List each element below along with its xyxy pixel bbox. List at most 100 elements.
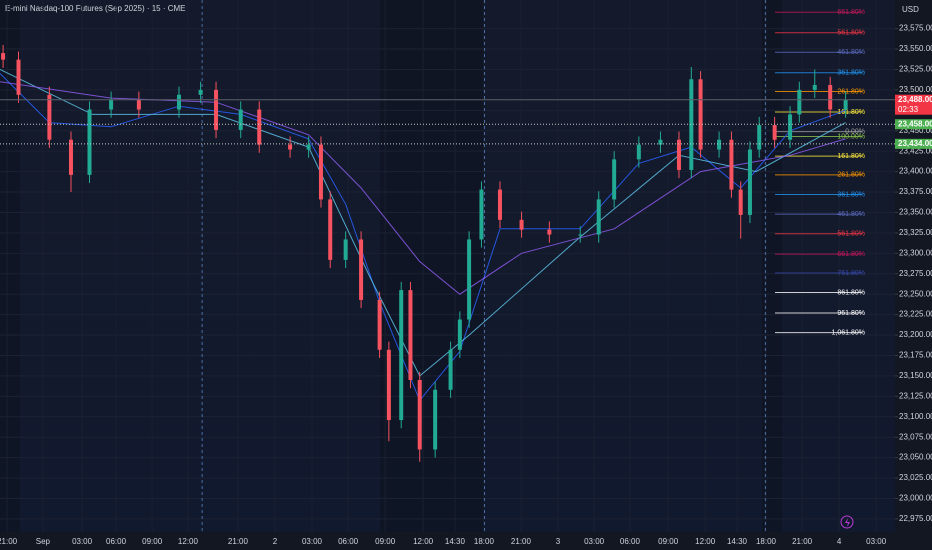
- candle-body: [467, 239, 472, 320]
- fib-label: 561.80%: [837, 231, 865, 238]
- x-tick-label: 06:00: [106, 537, 127, 546]
- fib-label: 561.80%: [837, 30, 865, 37]
- candle-body: [318, 144, 323, 200]
- x-tick-label: 3: [556, 537, 561, 546]
- candle-body: [812, 84, 817, 90]
- candle-body: [772, 125, 777, 140]
- fib-label: 261.80%: [837, 172, 865, 179]
- x-tick-label: 21:00: [792, 537, 813, 546]
- fib-label: 161.80%: [837, 109, 865, 116]
- candle-body: [676, 139, 681, 170]
- candle-body: [238, 109, 243, 130]
- candle-body: [578, 234, 583, 236]
- y-tick-label: 23,575.00: [899, 24, 932, 33]
- alert-icon[interactable]: [840, 515, 854, 529]
- x-tick-label: 12:00: [413, 537, 434, 546]
- candle-body: [843, 99, 848, 110]
- alert-bolt: [845, 518, 850, 527]
- x-tick-label: 21:00: [228, 537, 249, 546]
- candle-body: [457, 319, 462, 350]
- fib-label: 0.00%: [845, 128, 865, 135]
- x-tick-label: Sep: [36, 537, 51, 546]
- candle-body: [612, 159, 617, 200]
- candle-body: [16, 59, 21, 95]
- candle-body: [757, 125, 762, 150]
- y-tick-label: 23,375.00: [899, 187, 932, 196]
- y-tick-label: 23,500.00: [899, 85, 932, 94]
- candle-body: [797, 89, 802, 115]
- y-tick-label: 23,075.00: [899, 432, 932, 441]
- candle-body: [636, 144, 641, 160]
- fib-label: 261.80%: [837, 88, 865, 95]
- price-tag-label: 23,458.00: [898, 119, 932, 128]
- candle-body: [257, 109, 262, 145]
- fib-label: 361.80%: [837, 70, 865, 77]
- candle-body: [87, 109, 92, 175]
- y-tick-label: 23,150.00: [899, 371, 932, 380]
- candle-body: [596, 199, 601, 235]
- y-tick-label: 23,225.00: [899, 310, 932, 319]
- fib-label: 461.80%: [837, 49, 865, 56]
- candle-body: [288, 144, 293, 150]
- session-shade: [762, 0, 782, 532]
- candle-body: [747, 149, 752, 215]
- y-tick-label: 23,400.00: [899, 167, 932, 176]
- fib-label: 161.80%: [837, 153, 865, 160]
- x-tick-label: 12:00: [695, 537, 716, 546]
- x-tick-label: 03:00: [72, 537, 93, 546]
- x-tick-label: 06:00: [338, 537, 359, 546]
- x-tick-label: 14:30: [445, 537, 466, 546]
- x-tick-label: 18:00: [756, 537, 777, 546]
- candle-body: [828, 84, 833, 110]
- x-tick-label: 09:00: [658, 537, 679, 546]
- x-tick-label: 03:00: [866, 537, 887, 546]
- x-tick-label: 06:00: [620, 537, 641, 546]
- candle-body: [417, 380, 422, 450]
- y-tick-label: 23,525.00: [899, 65, 932, 74]
- y-tick-label: 23,100.00: [899, 412, 932, 421]
- candle-body: [689, 79, 694, 170]
- chart-title: E-mini Nasdaq-100 Futures (Sep 2025) · 1…: [5, 4, 186, 13]
- candle-body: [306, 144, 311, 150]
- price-tag: [895, 119, 932, 130]
- y-tick-label: 23,275.00: [899, 269, 932, 278]
- y-tick-label: 23,050.00: [899, 453, 932, 462]
- plot: 661.80% 561.80% 461.80% 361.80% 261.80% 161.8…: [0, 0, 895, 532]
- y-tick-label: 23,125.00: [899, 391, 932, 400]
- y-tick-label: 23,175.00: [899, 351, 932, 360]
- y-tick-label: 23,350.00: [899, 208, 932, 217]
- x-tick-label: 21:00: [511, 537, 532, 546]
- fib-label: 461.80%: [837, 211, 865, 218]
- fib-label: 361.80%: [837, 191, 865, 198]
- y-tick-label: 23,300.00: [899, 248, 932, 257]
- candle-body: [343, 239, 348, 260]
- candle-body: [198, 89, 203, 95]
- x-tick-label: 03:00: [584, 537, 605, 546]
- candle-body: [136, 99, 141, 110]
- moving-average: [0, 81, 846, 295]
- candle-body: [47, 94, 52, 140]
- y-tick-label: 23,425.00: [899, 146, 932, 155]
- candle-body: [788, 114, 793, 140]
- x-tick-label: 09:00: [142, 537, 163, 546]
- candle-body: [519, 219, 524, 230]
- candle-body: [359, 239, 364, 300]
- session-shade: [0, 0, 20, 532]
- price-axis: [895, 0, 932, 550]
- fib-label: 661.80%: [837, 9, 865, 16]
- y-tick-label: 23,000.00: [899, 494, 932, 503]
- countdown: 02:33: [898, 105, 919, 114]
- x-tick-label: 12:00: [178, 537, 199, 546]
- fib-label: 761.80%: [837, 270, 865, 277]
- candle-body: [408, 290, 413, 380]
- candle-body: [214, 89, 219, 130]
- x-tick-label: 03:00: [302, 537, 323, 546]
- x-tick-label: 18:00: [474, 537, 495, 546]
- y-tick-label: 23,200.00: [899, 330, 932, 339]
- y-tick-label: 23,325.00: [899, 228, 932, 237]
- x-tick-label: 09:00: [375, 537, 396, 546]
- candle-body: [377, 299, 382, 350]
- candle-body: [433, 389, 438, 450]
- x-tick-label: 21:00: [0, 537, 18, 546]
